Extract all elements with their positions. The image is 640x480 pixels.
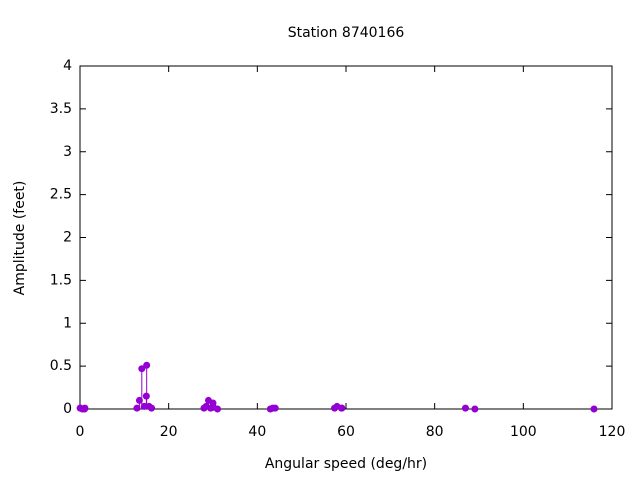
point (138, 365, 146, 373)
point (214, 405, 222, 413)
y-tick-label: 1 (63, 315, 72, 331)
x-tick-label: 0 (76, 424, 85, 440)
point (143, 361, 151, 369)
x-axis-label: Angular speed (deg/hr) (265, 456, 427, 472)
x-tick-label: 20 (160, 424, 178, 440)
y-tick-label: 2 (63, 230, 72, 246)
y-tick-label: 3 (63, 144, 72, 160)
y-tick-label: 4 (63, 58, 72, 74)
y-tick-label: 0.5 (50, 358, 72, 374)
y-tick-label: 2.5 (50, 187, 72, 203)
point (133, 404, 141, 412)
chart-title: Station 8740166 (288, 25, 405, 41)
plot-border (79, 65, 613, 410)
point (271, 404, 279, 412)
point (135, 396, 143, 404)
point (148, 404, 156, 412)
y-tick-label: 0 (63, 401, 72, 417)
x-tick-label: 120 (599, 424, 626, 440)
point (338, 404, 346, 412)
y-tick-label: 1.5 (50, 272, 72, 288)
x-tick-label: 60 (337, 424, 355, 440)
x-tick-label: 80 (426, 424, 444, 440)
point (590, 405, 598, 413)
y-axis-label: Amplitude (feet) (12, 181, 28, 296)
x-tick-label: 40 (248, 424, 266, 440)
x-tick-label: 100 (510, 424, 537, 440)
y-tick-label: 3.5 (50, 101, 72, 117)
point (471, 405, 479, 413)
point (461, 404, 469, 412)
point (81, 404, 89, 412)
